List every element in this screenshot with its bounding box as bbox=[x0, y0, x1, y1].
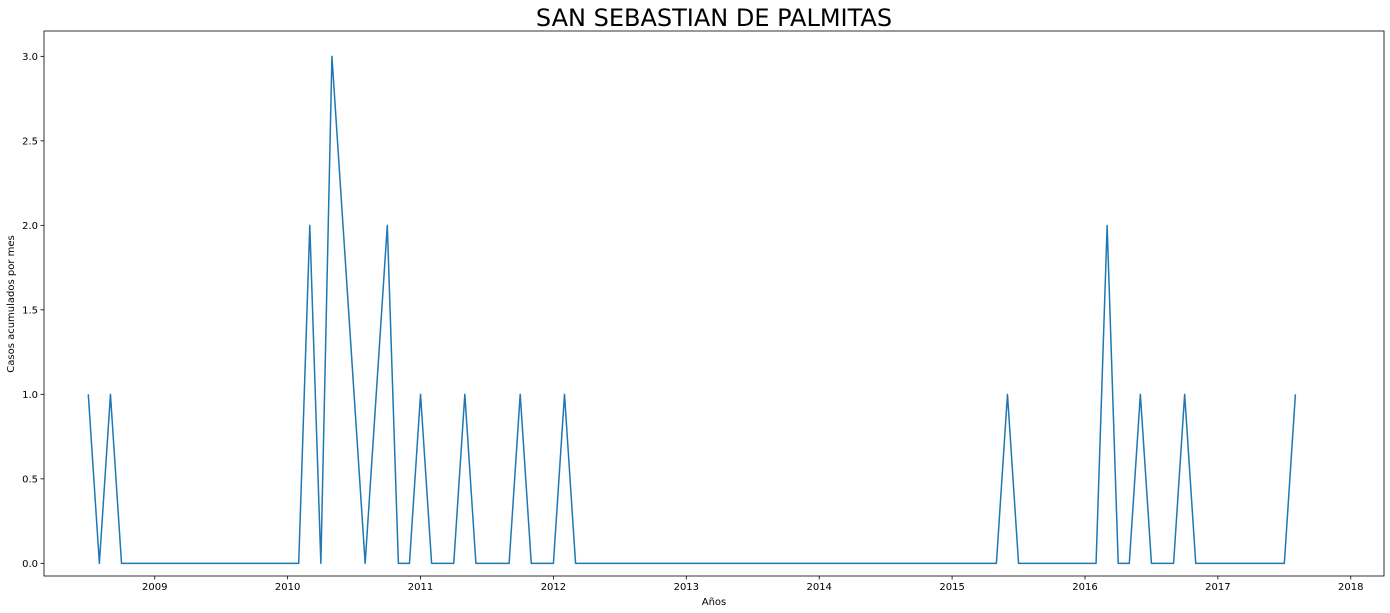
y-tick-label: 2.5 bbox=[22, 136, 38, 147]
data-point bbox=[1293, 392, 1297, 396]
x-axis-label: Años bbox=[702, 597, 727, 608]
data-point bbox=[1094, 561, 1098, 565]
data-point bbox=[120, 561, 124, 565]
y-tick-label: 1.5 bbox=[22, 305, 38, 316]
data-point bbox=[396, 561, 400, 565]
data-point bbox=[1138, 392, 1142, 396]
data-point bbox=[585, 561, 589, 565]
x-tick-label: 2012 bbox=[541, 582, 566, 593]
x-tick-label: 2010 bbox=[275, 582, 300, 593]
data-point bbox=[97, 561, 101, 565]
y-axis-label: Casos acumulados por mes bbox=[6, 235, 17, 373]
data-point bbox=[319, 561, 323, 565]
data-point bbox=[1127, 561, 1131, 565]
data-point bbox=[1183, 392, 1187, 396]
x-tick-label: 2015 bbox=[939, 582, 964, 593]
data-point bbox=[474, 561, 478, 565]
data-point bbox=[430, 561, 434, 565]
data-point bbox=[518, 392, 522, 396]
x-axis-ticks: 2009 2010 2011 2012 2013 2014 2015 2016 2017 2018 bbox=[142, 576, 1364, 593]
data-point bbox=[452, 561, 456, 565]
data-point bbox=[407, 561, 411, 565]
x-tick-label: 2014 bbox=[806, 582, 831, 593]
x-tick-label: 2013 bbox=[674, 582, 699, 593]
data-point bbox=[1005, 392, 1009, 396]
data-point bbox=[308, 223, 312, 227]
data-point bbox=[374, 392, 378, 396]
data-point bbox=[1105, 223, 1109, 227]
data-point bbox=[1116, 561, 1120, 565]
data-point bbox=[529, 561, 533, 565]
x-tick-label: 2009 bbox=[142, 582, 167, 593]
data-point bbox=[1149, 561, 1153, 565]
series-line bbox=[87, 55, 1297, 565]
data-point bbox=[1194, 561, 1198, 565]
data-point bbox=[574, 561, 578, 565]
data-point bbox=[1172, 561, 1176, 565]
data-point bbox=[463, 392, 467, 396]
data-point bbox=[330, 54, 334, 58]
chart-title: SAN SEBASTIAN DE PALMITAS bbox=[536, 4, 892, 32]
y-tick-label: 1.0 bbox=[22, 390, 38, 401]
data-point bbox=[507, 561, 511, 565]
x-tick-label: 2018 bbox=[1338, 582, 1363, 593]
data-point bbox=[551, 561, 555, 565]
data-point bbox=[385, 223, 389, 227]
data-point bbox=[994, 561, 998, 565]
y-tick-label: 2.0 bbox=[22, 221, 38, 232]
data-point bbox=[86, 392, 90, 396]
data-point bbox=[1282, 561, 1286, 565]
y-tick-label: 0.5 bbox=[22, 474, 38, 485]
data-point bbox=[108, 392, 112, 396]
data-point bbox=[562, 392, 566, 396]
plot-frame bbox=[43, 30, 1385, 577]
x-tick-label: 2016 bbox=[1072, 582, 1097, 593]
data-point bbox=[363, 561, 367, 565]
y-tick-label: 3.0 bbox=[22, 52, 38, 63]
y-axis-ticks: 0.0 0.5 1.0 1.5 2.0 2.5 3.0 bbox=[22, 52, 44, 570]
data-point bbox=[1017, 561, 1021, 565]
data-point bbox=[419, 392, 423, 396]
data-point bbox=[297, 561, 301, 565]
y-tick-label: 0.0 bbox=[22, 559, 38, 570]
x-tick-label: 2011 bbox=[408, 582, 433, 593]
x-tick-label: 2017 bbox=[1205, 582, 1230, 593]
